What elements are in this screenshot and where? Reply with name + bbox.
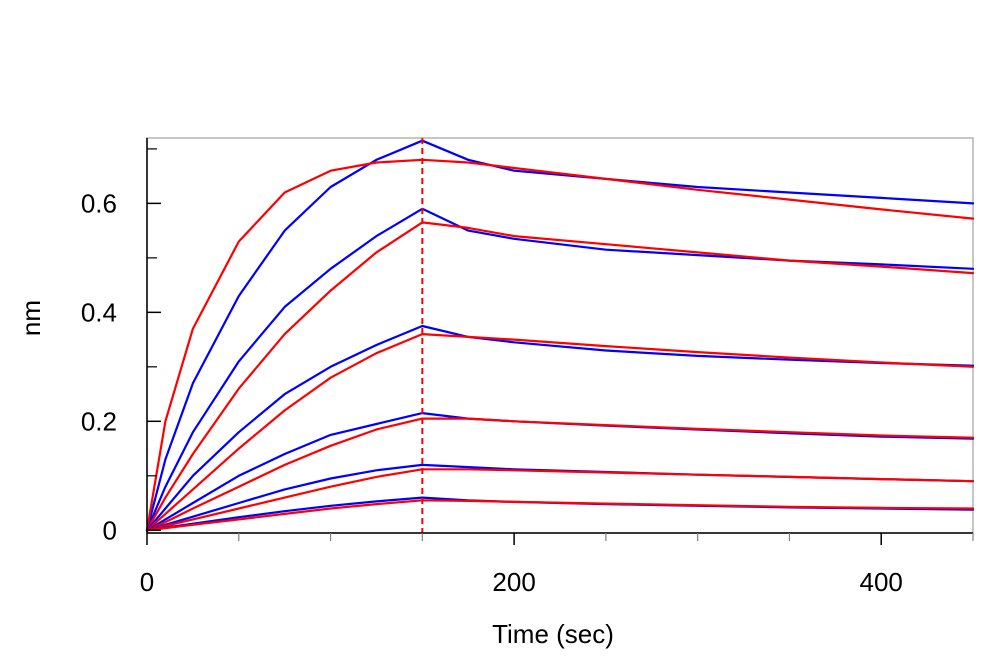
y-tick-label: 0: [103, 515, 117, 545]
ticks-layer: 0 200 400 0 0.2 0.4 0.6: [81, 148, 974, 597]
plot-area: [146, 137, 974, 534]
x-tick-label: 200: [492, 567, 535, 597]
y-tick-label: 0.2: [81, 406, 117, 436]
fit-curve-3: [145, 333, 975, 532]
x-axis-title: Time (sec): [492, 619, 614, 649]
x-tick-label: 0: [140, 567, 154, 597]
x-tick-label: 400: [860, 567, 903, 597]
y-tick-label: 0.6: [81, 188, 117, 218]
series-layer: [145, 139, 975, 532]
y-axis-title: nm: [16, 300, 46, 336]
measured-curve-3: [145, 324, 975, 532]
y-tick-label: 0.4: [81, 297, 117, 327]
